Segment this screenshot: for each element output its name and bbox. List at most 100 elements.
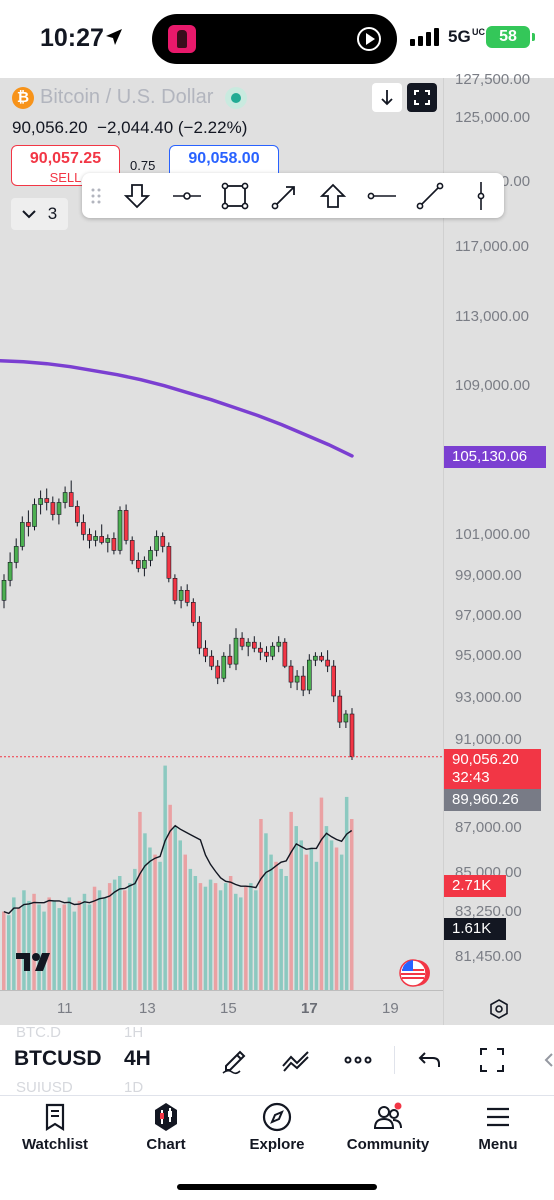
- dynamic-island[interactable]: [152, 14, 397, 64]
- status-bar: 10:27 5G UC 58: [0, 0, 554, 78]
- vertical-line-icon[interactable]: [464, 179, 498, 213]
- candle-body: [288, 665, 294, 683]
- volume-bar: [102, 897, 107, 990]
- indicator-count: 3: [47, 204, 58, 223]
- sell-price: 90,057.25: [29, 150, 102, 167]
- arrow-line-icon[interactable]: [268, 179, 302, 213]
- candle-body: [270, 645, 275, 657]
- candle-body: [325, 659, 330, 667]
- scroll-down-button[interactable]: [372, 83, 402, 112]
- volume-bar: [148, 847, 152, 990]
- candle-body: [178, 589, 184, 601]
- volume-bar: [274, 861, 278, 991]
- volume-bar: [62, 904, 66, 990]
- date-tick-label: 13: [139, 1000, 156, 1017]
- bid-price-tag: 89,960.26: [444, 789, 541, 811]
- volume-bar: [87, 904, 92, 990]
- candle-body: [93, 536, 98, 541]
- candle-body: [221, 655, 227, 679]
- candle-body: [123, 510, 129, 541]
- tab-explore-label: Explore: [249, 1136, 305, 1153]
- volume-bar: [27, 900, 31, 990]
- chart-settings-icon[interactable]: [488, 998, 510, 1020]
- tab-community[interactable]: Community: [333, 1100, 443, 1153]
- quote-change: 90,056.20 −2,044.40 (−2.22%): [12, 118, 248, 137]
- candle-body: [154, 536, 159, 551]
- candle-body: [56, 502, 62, 515]
- candle-body: [306, 659, 312, 691]
- price-tick-label: 87,000.00: [455, 819, 522, 836]
- volume-bar: [249, 883, 253, 990]
- timeframe-list-next[interactable]: 1D: [124, 1079, 144, 1096]
- chart-bottom-toolbar: [0, 1025, 554, 1095]
- candle-body: [136, 559, 141, 569]
- sell-button[interactable]: 90,057.25 SELL: [11, 145, 120, 186]
- play-icon[interactable]: [357, 27, 381, 51]
- pen-icon[interactable]: [218, 1044, 250, 1076]
- volume-bar: [183, 854, 187, 990]
- symbol-list-next[interactable]: SUIUSD: [16, 1079, 73, 1096]
- symbol-selector[interactable]: BTCUSD: [14, 1047, 102, 1070]
- volume-bar: [208, 879, 213, 990]
- candle-body: [319, 655, 324, 661]
- candle-body: [129, 540, 135, 561]
- candle-body: [160, 536, 166, 547]
- drag-handle-icon[interactable]: [86, 179, 106, 213]
- home-indicator[interactable]: [177, 1184, 377, 1190]
- drawings-icon[interactable]: [280, 1044, 312, 1076]
- volume-bar: [112, 879, 117, 990]
- drawing-toolbar[interactable]: [82, 173, 504, 218]
- candle-body: [331, 665, 337, 697]
- cellular-signal-icon: [410, 28, 440, 46]
- candle-body: [19, 522, 25, 547]
- bitcoin-icon: ₿: [12, 86, 34, 109]
- volume-bar: [334, 847, 339, 990]
- price-tick-label: 113,000.00: [455, 308, 529, 325]
- candle-body: [172, 577, 178, 601]
- horizontal-line-icon[interactable]: [365, 179, 399, 213]
- volume-bar: [173, 826, 177, 990]
- volume-bar: [32, 893, 36, 990]
- symbol-header[interactable]: ₿ Bitcoin / U.S. Dollar: [12, 86, 248, 109]
- candle-body: [349, 713, 355, 758]
- chevron-left-icon[interactable]: [538, 1044, 554, 1076]
- volume-bar: [284, 876, 288, 990]
- undo-icon[interactable]: [414, 1044, 446, 1076]
- tab-watchlist-label: Watchlist: [21, 1136, 89, 1153]
- price-tick-label: 99,000.00: [455, 567, 522, 584]
- expand-chart-button[interactable]: [407, 83, 437, 112]
- volume-bar: [223, 883, 228, 990]
- volume-bar: [304, 854, 309, 990]
- arrow-mark-down-icon[interactable]: [120, 179, 154, 213]
- timeframe-selector[interactable]: 4H: [124, 1047, 151, 1070]
- tab-menu[interactable]: Menu: [443, 1100, 553, 1153]
- trend-line-icon[interactable]: [413, 179, 447, 213]
- symbol-title[interactable]: Bitcoin / U.S. Dollar: [40, 86, 214, 108]
- fullscreen-icon[interactable]: [476, 1044, 508, 1076]
- timeframe-list-prev[interactable]: 1H: [124, 1024, 144, 1041]
- arrow-down-icon: [381, 90, 393, 106]
- more-icon[interactable]: [342, 1044, 374, 1076]
- candle-body: [215, 665, 220, 679]
- candle-body: [343, 713, 349, 723]
- arrow-mark-up-icon[interactable]: [316, 179, 350, 213]
- candle-body: [50, 502, 56, 515]
- battery-indicator: 58: [486, 26, 535, 48]
- volume-bar: [168, 804, 172, 991]
- volume-bar: [133, 868, 137, 990]
- candle-body: [81, 522, 86, 535]
- ma-value-tag: 105,130.06: [444, 446, 546, 468]
- tab-watchlist[interactable]: Watchlist: [0, 1100, 110, 1153]
- tab-chart[interactable]: Chart: [111, 1100, 221, 1153]
- indicators-toggle-button[interactable]: 3: [11, 198, 68, 230]
- volume-ma-line: [3, 824, 353, 915]
- volume-bar: [269, 854, 273, 990]
- volume-bar: [264, 833, 268, 991]
- symbol-list-prev[interactable]: BTC.D: [16, 1024, 61, 1041]
- us-flag-icon[interactable]: [398, 958, 432, 988]
- candle-body: [209, 655, 214, 667]
- horizontal-ray-icon[interactable]: [170, 179, 204, 213]
- rectangle-icon[interactable]: [218, 179, 252, 213]
- tab-explore[interactable]: Explore: [222, 1100, 332, 1153]
